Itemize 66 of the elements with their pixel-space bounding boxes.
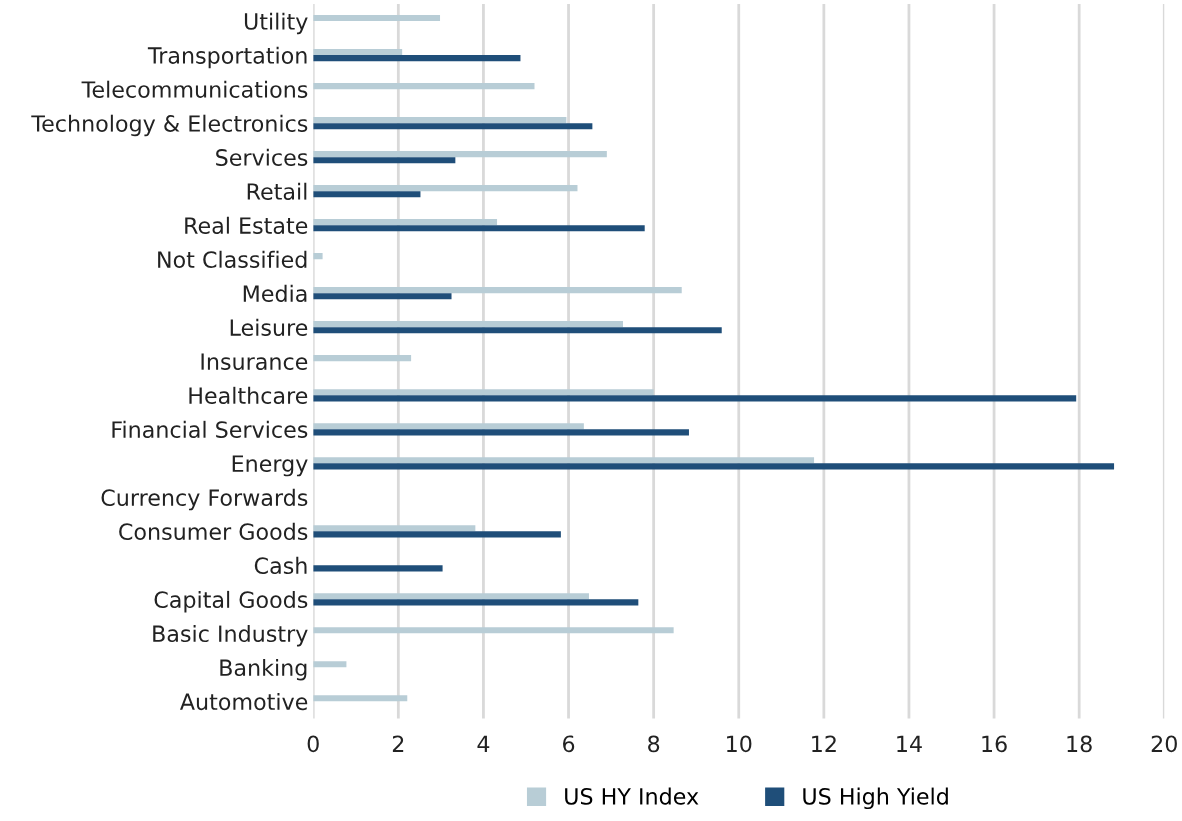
bar <box>313 423 584 430</box>
y-tick-label: Financial Services <box>112 420 308 439</box>
y-tick-label: Cash <box>254 556 307 575</box>
bar <box>313 117 567 124</box>
x-tick-label: 16 <box>982 735 1007 753</box>
bar <box>313 151 607 158</box>
bar <box>313 321 624 328</box>
y-tick-label: Basic Industry <box>153 624 308 647</box>
bar <box>313 695 408 702</box>
y-tick-label: Healthcare <box>189 386 308 405</box>
bar <box>313 219 498 226</box>
x-tick-label: 12 <box>812 735 836 752</box>
bar <box>313 661 347 668</box>
x-tick-label: 0 <box>307 735 319 753</box>
x-tick-label: 20 <box>1151 735 1177 753</box>
bar <box>313 253 323 260</box>
y-tick-label: Leisure <box>230 318 308 336</box>
legend-label: US High Yield <box>803 787 948 810</box>
y-tick-label: Telecommunications <box>81 80 308 98</box>
y-tick-label: Retail <box>247 182 307 200</box>
bar <box>313 157 456 164</box>
x-tick-label: 4 <box>477 735 490 752</box>
bar <box>313 49 403 56</box>
bar <box>313 293 452 300</box>
bar <box>313 463 1115 470</box>
bar <box>313 55 521 62</box>
bar <box>313 225 645 232</box>
x-tick-label: 8 <box>648 735 660 753</box>
y-tick-label: Media <box>243 284 307 302</box>
bar <box>313 395 1077 402</box>
bar <box>313 287 682 294</box>
y-tick-label: Utility <box>244 12 308 35</box>
x-tick-label: 2 <box>392 735 404 752</box>
y-tick-label: Energy <box>232 455 308 477</box>
y-tick-label: Consumer Goods <box>119 522 308 541</box>
legend-label: US HY Index <box>565 787 699 805</box>
bar <box>313 593 589 600</box>
bar <box>313 123 593 130</box>
x-tick-label: 6 <box>563 735 575 753</box>
y-tick-label: Capital Goods <box>154 590 308 613</box>
bar <box>313 429 689 436</box>
y-tick-label: Real Estate <box>185 216 308 234</box>
bar <box>313 627 674 634</box>
bar <box>313 14 441 22</box>
bar <box>313 327 722 334</box>
y-tick-label: Technology & Electronics <box>31 114 308 137</box>
bar <box>313 355 412 362</box>
y-tick-label: Insurance <box>201 353 308 370</box>
bar <box>313 389 654 396</box>
bar <box>313 531 561 538</box>
y-tick-label: Banking <box>220 658 307 681</box>
bar <box>313 525 476 532</box>
bar <box>313 457 815 464</box>
bar <box>313 565 443 572</box>
y-tick-label: Transportation <box>147 46 307 69</box>
bar <box>313 83 535 90</box>
bar <box>313 185 578 192</box>
y-tick-label: Services <box>216 148 308 166</box>
y-tick-label: Not Classified <box>158 250 307 268</box>
bar <box>313 599 639 606</box>
x-tick-label: 14 <box>897 735 922 752</box>
y-tick-label: Currency Forwards <box>101 488 308 511</box>
x-tick-label: 18 <box>1067 735 1092 753</box>
x-tick-label: 10 <box>727 735 752 753</box>
bar <box>313 191 421 198</box>
y-tick-label: Automotive <box>179 692 308 711</box>
